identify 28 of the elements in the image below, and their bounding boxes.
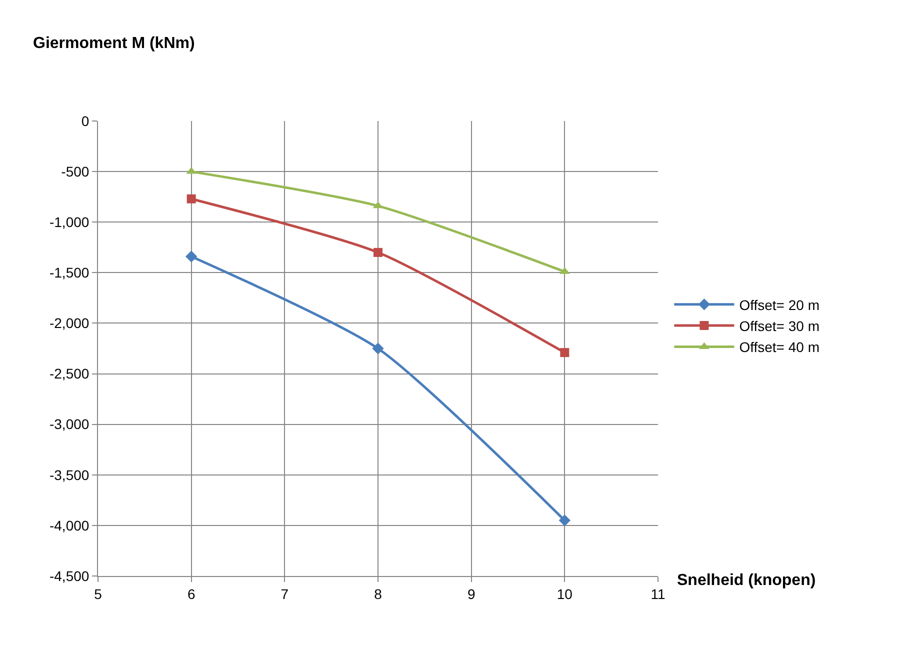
y-tick-label: -2,500: [49, 366, 90, 382]
legend-label: Offset= 30 m: [739, 318, 820, 334]
x-tick-label: 6: [187, 586, 196, 602]
y-tick-label: -3,000: [49, 416, 90, 432]
legend-label: Offset= 20 m: [739, 296, 820, 313]
point: [374, 248, 382, 257]
point: [558, 514, 571, 526]
point: [560, 348, 570, 358]
x-tick-label: 7: [280, 586, 289, 602]
x-tick-label: 10: [556, 586, 573, 602]
x-tick-label: 8: [374, 586, 382, 602]
y-tick-label: -4,500: [49, 568, 90, 584]
x-tick-label: 11: [650, 586, 666, 602]
x-tick-label: 9: [467, 586, 476, 602]
legend-label: Offset= 40 m: [739, 339, 820, 356]
x-tick-label: 5: [94, 586, 102, 602]
y-tick-label: -3,500: [49, 466, 90, 483]
y-axis-title: Giermoment M (kNm): [33, 35, 195, 52]
y-tick-label: -500: [61, 163, 90, 180]
y-tick-label: -2,000: [49, 315, 90, 332]
y-tick-label: -1,000: [49, 214, 90, 230]
point: [185, 250, 198, 262]
y-tick-label: 0: [81, 112, 90, 129]
y-tick-label: -4,000: [49, 517, 90, 534]
y-tick-label: -1,500: [49, 264, 90, 281]
x-axis-title: Snelheid (knopen): [677, 572, 816, 589]
point: [186, 194, 196, 204]
point: [372, 342, 384, 354]
